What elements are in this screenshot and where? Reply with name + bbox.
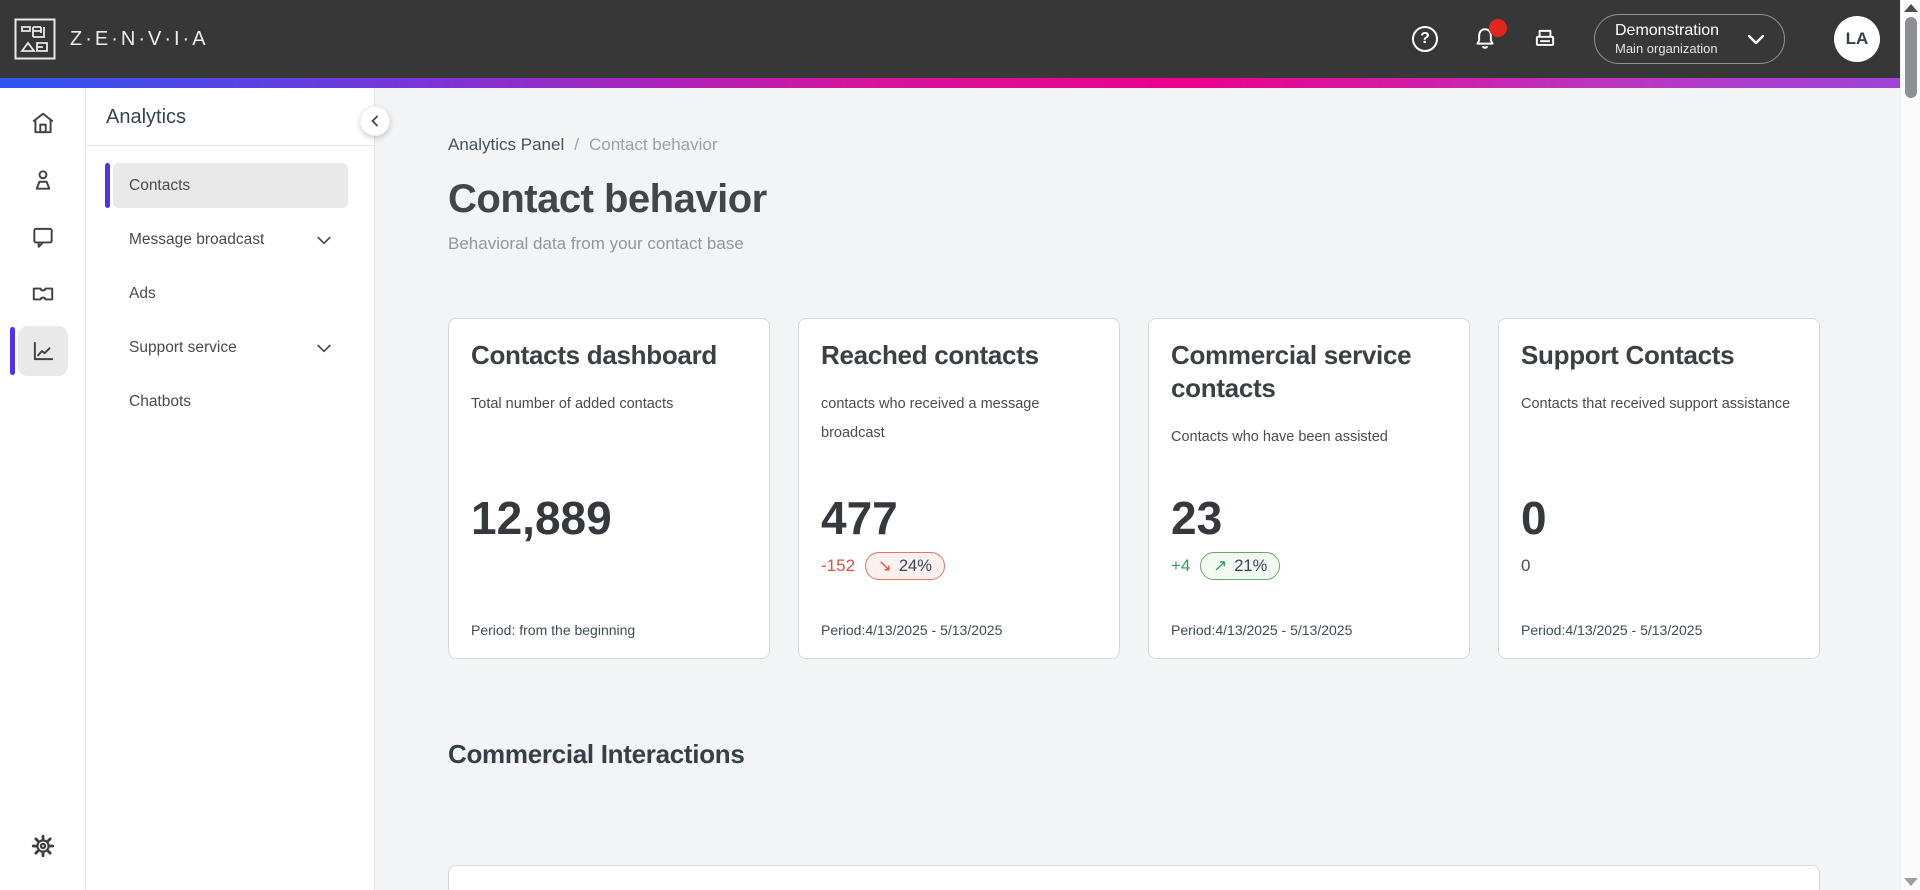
kpi-card-period: Period:4/13/2025 - 5/13/2025 — [821, 622, 1003, 638]
trend-down-icon: ↘ — [878, 557, 892, 575]
kpi-card-period: Period: from the beginning — [471, 622, 636, 638]
breadcrumb-analytics-panel[interactable]: Analytics Panel — [448, 135, 565, 154]
kpi-card-description: Contacts who have been assisted — [1171, 429, 1388, 445]
brand-logo-link[interactable]: Z·E·N·V·I·A — [14, 18, 209, 60]
commercial-interactions-card — [448, 865, 1820, 890]
icon-rail — [0, 88, 86, 890]
sidebar-item-label: Chatbots — [129, 392, 192, 410]
scroll-up-button[interactable] — [1904, 4, 1918, 12]
gear-icon — [31, 834, 55, 858]
top-bar-actions: ? Demonstration Main organization — [1412, 0, 1880, 78]
notification-dot — [1489, 19, 1507, 37]
section-title-commercial-interactions: Commercial Interactions — [448, 739, 745, 769]
kpi-card-period: Period:4/13/2025 - 5/13/2025 — [1171, 622, 1353, 638]
rail-item-tickets[interactable] — [18, 269, 68, 319]
org-switcher-labels: Demonstration Main organization — [1615, 21, 1719, 57]
sidebar-item-label: Support service — [129, 338, 237, 356]
kpi-card-support-contacts: Support Contacts Contacts that received … — [1498, 318, 1820, 659]
zenvia-logo-icon — [14, 18, 56, 60]
kpi-card-trend-row: 0 — [1521, 551, 1530, 581]
main-content: Analytics Panel / Contact behavior Conta… — [375, 88, 1900, 890]
printer-button[interactable] — [1532, 26, 1558, 52]
sidebar-item-ads[interactable]: Ads — [113, 271, 348, 316]
brand-wordmark: Z·E·N·V·I·A — [70, 27, 209, 50]
kpi-card-trend-row: -152 ↘ 24% — [821, 551, 945, 581]
kpi-card-contacts-dashboard: Contacts dashboard Total number of added… — [448, 318, 770, 659]
home-icon — [32, 112, 53, 134]
gradient-accent-bar — [0, 78, 1920, 88]
bell-icon — [1476, 28, 1494, 49]
kpi-card-title: Contacts dashboard — [471, 340, 717, 370]
person-icon — [35, 170, 50, 190]
breadcrumb-current: Contact behavior — [588, 135, 718, 154]
sidebar-item-label: Message broadcast — [129, 230, 265, 248]
kpi-card-title: Reached contacts — [821, 340, 1039, 370]
org-switcher[interactable]: Demonstration Main organization — [1594, 14, 1785, 64]
sidebar-item-label: Ads — [129, 284, 156, 302]
avatar[interactable]: LA — [1834, 16, 1880, 62]
line-chart-icon — [33, 341, 53, 361]
kpi-card-reached-contacts: Reached contacts contacts who received a… — [798, 318, 1120, 659]
chevron-down-icon — [317, 236, 331, 244]
trend-percent: 24% — [898, 556, 932, 575]
kpi-card-description: contacts who received a message broadcas… — [821, 396, 1040, 441]
kpi-card-value: 0 — [1521, 492, 1547, 544]
sidebar-item-message-broadcast[interactable]: Message broadcast — [113, 217, 348, 262]
sidebar-nav: Contacts Message broadcast Ads Support s… — [86, 146, 374, 424]
page-title: Contact behavior — [448, 177, 767, 221]
ticket-icon — [32, 287, 53, 301]
sidebar-collapse-button[interactable] — [360, 106, 390, 136]
chevron-down-icon — [1747, 34, 1765, 45]
kpi-cards-row: Contacts dashboard Total number of added… — [448, 318, 1900, 659]
page-scrollbar[interactable] — [1900, 0, 1920, 890]
kpi-card-period: Period:4/13/2025 - 5/13/2025 — [1521, 622, 1703, 638]
trend-badge: ↗ 21% — [1200, 552, 1281, 580]
trend-up-icon: ↗ — [1213, 557, 1228, 575]
rail-item-contacts[interactable] — [18, 155, 68, 205]
trend-percent: 21% — [1234, 556, 1268, 575]
help-icon: ? — [1412, 26, 1438, 52]
breadcrumb: Analytics Panel / Contact behavior — [448, 135, 1900, 155]
kpi-card-value: 477 — [821, 492, 898, 544]
chevron-down-icon — [317, 344, 331, 352]
kpi-card-title: Support Contacts — [1521, 340, 1735, 370]
help-button[interactable]: ? — [1412, 26, 1438, 52]
sidebar-item-contacts[interactable]: Contacts — [105, 163, 348, 208]
kpi-card-description: Total number of added contacts — [471, 396, 674, 412]
page-subtitle: Behavioral data from your contact base — [448, 234, 744, 253]
org-name: Demonstration — [1615, 21, 1720, 39]
sidebar-item-support-service[interactable]: Support service — [113, 325, 348, 370]
trend-badge: ↘ 24% — [865, 552, 945, 580]
breadcrumb-separator: / — [574, 135, 579, 154]
rail-item-analytics[interactable] — [9, 326, 68, 376]
kpi-card-commercial-service-contacts: Commercial service contacts Contacts who… — [1148, 318, 1470, 659]
rail-item-home[interactable] — [18, 98, 68, 148]
printer-icon — [1535, 29, 1555, 46]
scroll-down-button[interactable] — [1904, 878, 1918, 886]
chevron-left-icon — [371, 115, 378, 127]
kpi-delta: 0 — [1521, 556, 1531, 575]
notifications-button[interactable] — [1472, 19, 1507, 52]
kpi-card-description: Contacts that received support assistanc… — [1521, 396, 1791, 412]
top-bar: Z·E·N·V·I·A ? Demonstration Main organiz… — [0, 0, 1920, 78]
sidebar-item-label: Contacts — [129, 176, 191, 194]
kpi-card-value: 12,889 — [471, 492, 612, 544]
kpi-delta: -152 — [821, 556, 856, 575]
kpi-card-trend-row: +4 ↗ 21% — [1171, 551, 1281, 581]
kpi-card-title: Commercial service contacts — [1171, 340, 1412, 403]
settings-button[interactable] — [18, 821, 68, 871]
sidebar-divider — [86, 145, 374, 146]
org-subtitle: Main organization — [1615, 40, 1718, 56]
chat-icon — [32, 227, 53, 248]
sidebar: Analytics Contacts Message broadcast Ads… — [86, 88, 375, 890]
rail-item-conversations[interactable] — [18, 212, 68, 262]
kpi-delta: +4 — [1171, 556, 1191, 575]
sidebar-title: Analytics — [106, 106, 187, 128]
sidebar-item-chatbots[interactable]: Chatbots — [113, 379, 348, 424]
kpi-card-value: 23 — [1171, 492, 1223, 544]
scrollbar-thumb[interactable] — [1905, 17, 1917, 98]
